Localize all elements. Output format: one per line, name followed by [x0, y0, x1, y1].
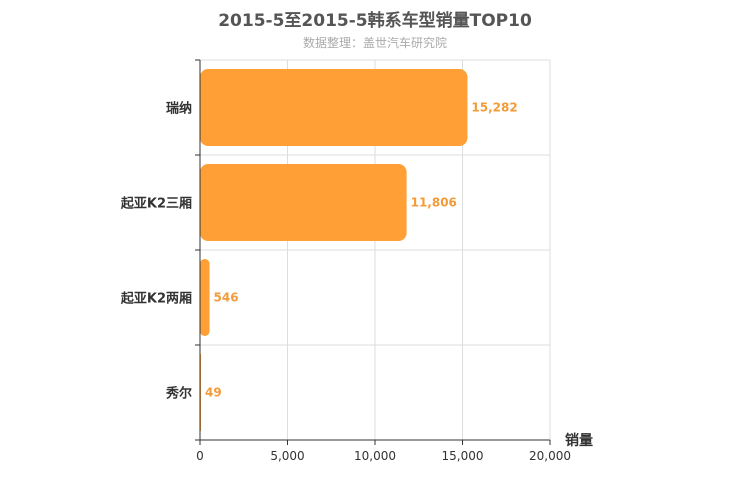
bar: [200, 259, 210, 336]
category-label: 起亚K2三厢: [120, 196, 192, 212]
x-tick-label: 5,000: [270, 449, 304, 463]
bar: [200, 164, 407, 241]
category-label: 秀尔: [165, 386, 192, 402]
category-label: 起亚K2两厢: [120, 291, 192, 307]
bar-value-label: 11,806: [411, 196, 457, 210]
x-tick-label: 20,000: [529, 449, 571, 463]
bar-value-label: 49: [205, 386, 222, 400]
x-tick-label: 0: [196, 449, 204, 463]
chart-title: 2015-5至2015-5韩系车型销量TOP10: [218, 11, 532, 31]
category-label: 瑞纳: [166, 101, 192, 117]
chart-subtitle: 数据整理：盖世汽车研究院: [302, 36, 447, 50]
bar: [200, 69, 468, 146]
bar-value-label: 546: [214, 291, 239, 305]
bar-value-label: 15,282: [471, 101, 517, 115]
x-tick-label: 15,000: [442, 449, 484, 463]
x-axis-title: 销量: [565, 432, 593, 449]
x-tick-label: 10,000: [354, 449, 396, 463]
